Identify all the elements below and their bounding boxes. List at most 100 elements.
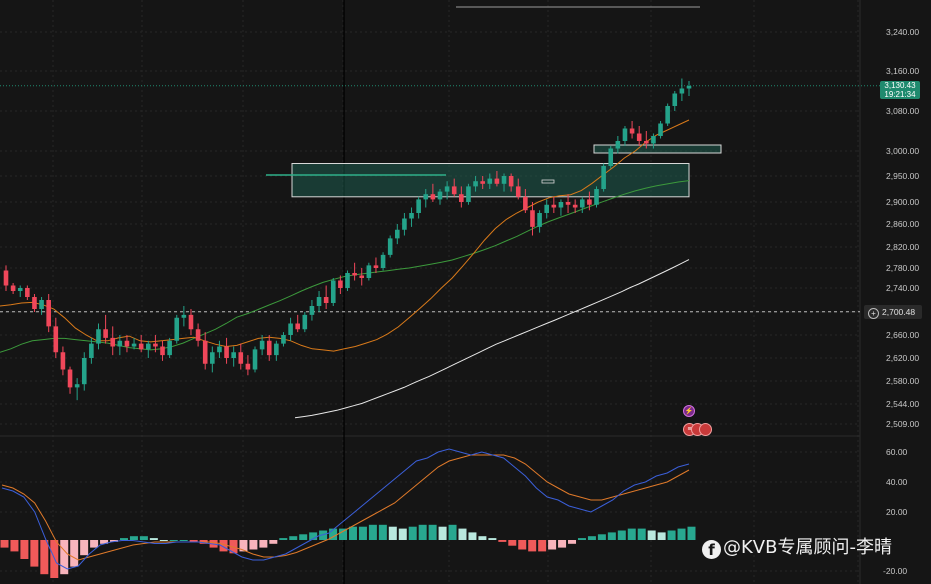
macd-bar [90, 540, 99, 548]
signal-line [1, 454, 690, 561]
reference-level-label: 2,700.48 [882, 307, 916, 317]
candle [17, 285, 23, 297]
candle-body [188, 314, 194, 330]
candle-body [459, 194, 464, 202]
macd-bar [100, 540, 109, 544]
candle-body [281, 335, 286, 344]
candle [316, 291, 322, 312]
candle-body [636, 133, 642, 141]
macd-bar [368, 524, 377, 540]
candle [416, 196, 421, 219]
macd-bar [279, 538, 288, 540]
lightning-icon[interactable]: ⚡ [683, 405, 695, 417]
candle [231, 346, 236, 367]
macd-bar [358, 526, 367, 540]
macd-bar [438, 526, 447, 540]
candle [537, 210, 542, 233]
reference-level-badge[interactable]: +2,700.48 [864, 305, 922, 319]
candle [188, 309, 194, 335]
candle [608, 146, 614, 169]
us-flag-icon[interactable] [699, 423, 712, 436]
macd-bar [637, 528, 646, 540]
candle [39, 297, 44, 315]
candle-body [686, 86, 692, 89]
macd-tick-label: 40.00 [886, 477, 908, 487]
candle-body [181, 314, 187, 318]
candle-body [330, 280, 336, 303]
candle [430, 183, 436, 202]
candle-body [238, 352, 244, 364]
macd-tick-label: -20.00 [883, 566, 907, 576]
countdown-label: 19:21:34 [884, 90, 916, 99]
candle-body [558, 202, 564, 208]
candle [572, 199, 578, 213]
candle-body [110, 337, 116, 347]
candle-body [195, 329, 201, 341]
macd-bar [408, 526, 417, 540]
macd-bar [428, 524, 437, 540]
macd-bar [677, 528, 686, 540]
candle [387, 235, 393, 258]
price-tick-label: 2,580.00 [886, 376, 919, 386]
candle [402, 213, 407, 236]
candle-body [480, 181, 485, 184]
candle-body [202, 340, 208, 364]
candle-body [245, 363, 251, 370]
macd-bar [0, 540, 9, 548]
macd-bar [558, 540, 567, 548]
macd-bar [508, 540, 517, 546]
macd-bar [189, 540, 198, 542]
candle-body [274, 343, 279, 356]
macd-bar [348, 526, 357, 540]
candle-body [131, 343, 137, 347]
candle [302, 312, 308, 333]
macd-bar [468, 532, 477, 540]
macd-bar [70, 540, 79, 567]
candle [323, 285, 329, 309]
price-tick-label: 3,240.00 [886, 27, 919, 37]
macd-bar [20, 540, 29, 559]
ma-long-line [294, 259, 690, 419]
candle-body [501, 176, 507, 184]
candle [658, 121, 663, 139]
candle-body [46, 300, 51, 327]
candle-body [551, 204, 557, 208]
macd-bar [448, 524, 457, 540]
candle [395, 224, 400, 245]
macd-bar [179, 540, 188, 541]
candle-body [309, 306, 315, 315]
price-tick-label: 2,509.00 [886, 419, 919, 429]
candle [615, 136, 621, 154]
macd-bar [568, 540, 577, 544]
candle-body [359, 275, 365, 278]
candle [480, 176, 485, 189]
candle [131, 337, 137, 350]
candle [686, 81, 692, 96]
candle [3, 265, 9, 291]
macd-bar [687, 526, 696, 540]
candle-body [594, 189, 599, 205]
candles [3, 78, 692, 401]
macd-bar [398, 528, 407, 540]
candle [551, 196, 557, 213]
candle-body [117, 340, 123, 347]
candle [601, 163, 606, 192]
price-tick-label: 2,620.00 [886, 353, 919, 363]
candle-body [17, 288, 23, 291]
last-price-label: 3,130.43 [884, 81, 916, 90]
macd-bar [607, 532, 616, 540]
macd-bar [40, 540, 49, 575]
price-tick-label: 2,660.00 [886, 330, 919, 340]
candle [508, 173, 514, 192]
candle-body [224, 346, 229, 358]
candle [110, 326, 116, 356]
candle-body [323, 297, 329, 303]
candle-body [587, 199, 592, 205]
candle-body [174, 317, 180, 341]
candle-body [494, 178, 500, 184]
candle [281, 332, 286, 347]
add-alert-icon[interactable]: + [868, 308, 879, 319]
candle [81, 352, 87, 391]
macd-bar [528, 540, 537, 552]
